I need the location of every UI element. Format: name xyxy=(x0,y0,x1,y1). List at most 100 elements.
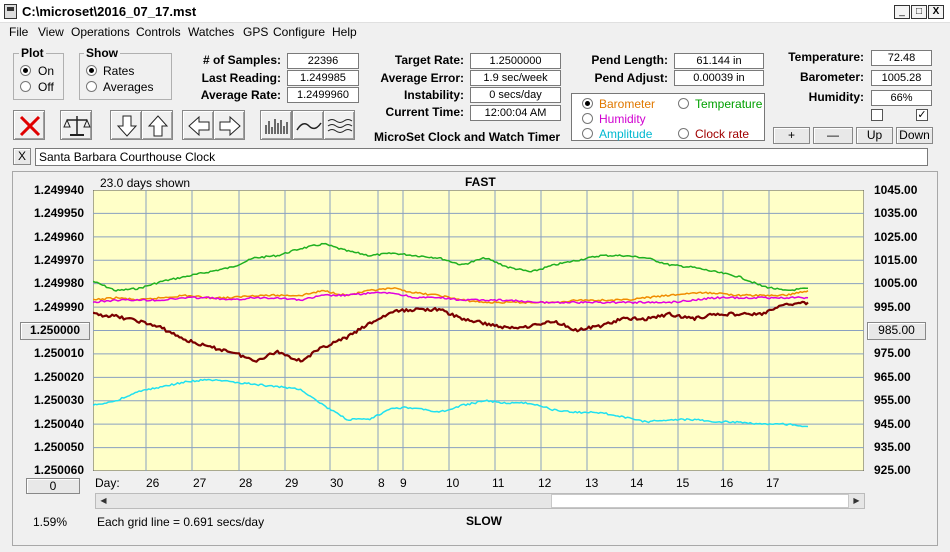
move-down-button[interactable] xyxy=(110,110,142,140)
x-tick-label: 12 xyxy=(538,476,552,490)
rate-chart[interactable] xyxy=(93,190,864,471)
checkbox-2[interactable]: ✓ xyxy=(916,109,928,121)
menu-watches[interactable]: Watches xyxy=(188,25,235,39)
close-window-button[interactable]: X xyxy=(928,5,944,19)
axis-down-button[interactable]: Down xyxy=(896,127,933,144)
samples-field: 22396 xyxy=(287,53,359,69)
pend-length-field[interactable]: 61.144 in xyxy=(674,53,764,69)
plot-off-radio[interactable] xyxy=(20,81,31,92)
bar-graph-icon xyxy=(265,119,288,134)
show-averages-label[interactable]: Averages xyxy=(103,80,154,94)
show-rates-label[interactable]: Rates xyxy=(103,64,135,78)
average-rate-label: Average Rate: xyxy=(200,88,281,102)
pend-adjust-field: 0.00039 in xyxy=(674,70,764,86)
temperature-field: 72.48 xyxy=(871,50,932,66)
overlay-humidity-radio[interactable] xyxy=(582,113,593,124)
overlay-humidity-label[interactable]: Humidity xyxy=(599,112,646,126)
axis-plus-button[interactable]: + xyxy=(773,127,810,144)
series-humidity xyxy=(93,291,809,305)
center-overlay-button[interactable]: 985.00 xyxy=(867,322,926,340)
y-right-tick: 995.00 xyxy=(874,299,911,314)
overlay-barometer-label[interactable]: Barometer xyxy=(599,97,656,111)
maximize-button[interactable]: □ xyxy=(911,5,927,19)
target-rate-field[interactable]: 1.2500000 xyxy=(470,53,561,69)
balance-scale-icon xyxy=(63,116,91,136)
menu-view[interactable]: View xyxy=(38,25,64,39)
show-averages-radio[interactable] xyxy=(86,81,97,92)
x-tick-label: 8 xyxy=(378,476,385,490)
smooth-button[interactable] xyxy=(292,110,324,140)
arrow-right-icon xyxy=(219,115,241,137)
average-rate-field: 1.2499960 xyxy=(287,87,359,103)
title-bar: C:\microset\2016_07_17.mst _ □ X xyxy=(0,0,950,23)
pend-adjust-label: Pend Adjust: xyxy=(594,71,668,85)
move-up-button[interactable] xyxy=(141,110,173,140)
menu-file[interactable]: File xyxy=(9,25,29,39)
menu-configure[interactable]: Configure xyxy=(273,25,326,39)
fast-label: FAST xyxy=(465,175,496,189)
plot-off-label[interactable]: Off xyxy=(38,80,54,94)
show-group xyxy=(79,53,172,100)
current-time-label: Current Time: xyxy=(385,105,464,119)
y-left-tick: 1.250050 xyxy=(33,439,84,454)
offset-button[interactable]: 0 xyxy=(26,478,80,494)
average-error-field: 1.9 sec/week xyxy=(470,70,561,86)
x-tick-label: 15 xyxy=(676,476,690,490)
x-tick-label: 9 xyxy=(400,476,407,490)
center-rate-button[interactable]: 1.250000 xyxy=(20,322,90,340)
humidity-label: Humidity: xyxy=(808,90,864,104)
overlay-temperature-label[interactable]: Temperature xyxy=(695,97,763,111)
show-rates-radio[interactable] xyxy=(86,65,97,76)
balance-button[interactable] xyxy=(60,110,92,140)
menu-help[interactable]: Help xyxy=(332,25,357,39)
grid-note: Each grid line = 0.691 secs/day xyxy=(97,515,265,529)
menu-operations[interactable]: Operations xyxy=(71,25,130,39)
plot-on-radio[interactable] xyxy=(20,65,31,76)
last-reading-label: Last Reading: xyxy=(201,71,281,85)
close-clock-button[interactable]: X xyxy=(13,148,31,165)
move-right-button[interactable] xyxy=(213,110,245,140)
y-right-tick: 945.00 xyxy=(874,416,911,431)
temperature-label: Temperature: xyxy=(788,50,864,64)
y-left-tick: 1.249980 xyxy=(33,276,84,291)
scroll-right-arrow-icon[interactable]: ▶ xyxy=(853,496,860,505)
y-left-tick: 1.249990 xyxy=(33,299,84,314)
overlay-barometer-radio[interactable] xyxy=(582,98,593,109)
time-scrollbar[interactable]: ◀ ▶ xyxy=(95,493,865,509)
plot-group-title: Plot xyxy=(19,46,46,60)
menu-gps[interactable]: GPS xyxy=(243,25,269,39)
overlay-amplitude-radio[interactable] xyxy=(582,128,593,139)
menu-controls[interactable]: Controls xyxy=(136,25,181,39)
y-right-tick: 955.00 xyxy=(874,393,911,408)
y-left-tick: 1.249940 xyxy=(33,183,84,197)
scroll-thumb[interactable] xyxy=(551,494,849,508)
filter-button[interactable] xyxy=(323,110,355,140)
y-right-tick: 925.00 xyxy=(874,463,911,478)
plot-on-label[interactable]: On xyxy=(38,64,55,78)
app-icon[interactable] xyxy=(4,4,17,19)
y-left-tick: 1.250020 xyxy=(33,369,84,384)
stop-x-icon xyxy=(19,115,41,137)
current-time-field: 12:00:04 AM xyxy=(470,105,561,121)
raw-data-button[interactable] xyxy=(260,110,292,140)
stop-button[interactable] xyxy=(13,110,45,140)
overlay-clock-rate-label[interactable]: Clock rate xyxy=(695,127,750,141)
series-amplitude xyxy=(93,378,809,428)
y-right-tick: 1045.00 xyxy=(874,183,918,197)
move-left-button[interactable] xyxy=(182,110,214,140)
scroll-left-arrow-icon[interactable]: ◀ xyxy=(100,496,107,505)
axis-minus-button[interactable]: — xyxy=(813,127,853,144)
overlay-clock-rate-radio[interactable] xyxy=(678,128,689,139)
arrow-left-icon xyxy=(188,115,210,137)
minimize-button[interactable]: _ xyxy=(894,5,910,19)
overlay-temperature-radio[interactable] xyxy=(678,98,689,109)
axis-up-button[interactable]: Up xyxy=(856,127,893,144)
last-reading-field: 1.249985 xyxy=(287,70,359,86)
target-rate-label: Target Rate: xyxy=(394,53,464,67)
checkbox-1[interactable] xyxy=(871,109,883,121)
app-caption: MicroSet Clock and Watch Timer xyxy=(374,130,561,144)
overlay-amplitude-label[interactable]: Amplitude xyxy=(599,127,653,141)
samples-label: # of Samples: xyxy=(202,53,281,67)
clock-name-field[interactable]: Santa Barbara Courthouse Clock xyxy=(35,148,928,166)
y-right-tick: 965.00 xyxy=(874,369,911,384)
